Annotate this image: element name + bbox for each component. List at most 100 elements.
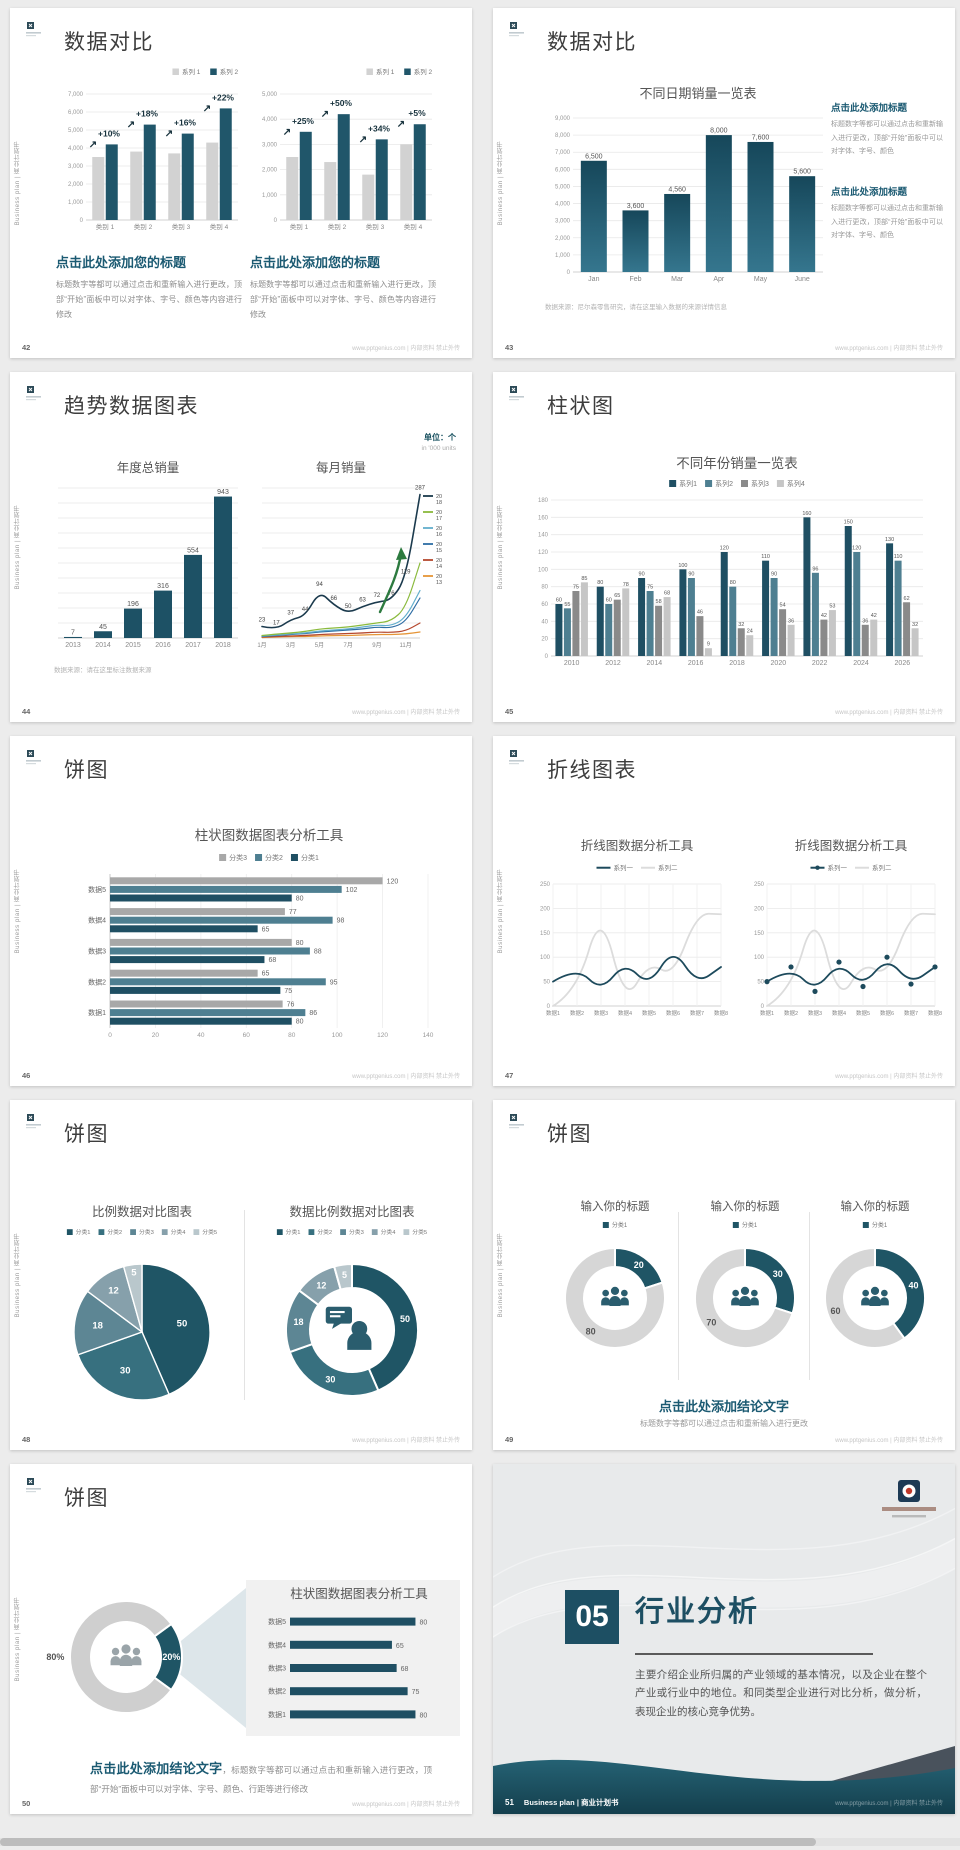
- scrollbar-thumb[interactable]: [0, 1838, 816, 1846]
- slide-49[interactable]: Business plan | 商业计划书 饼图 输入你的标题 分类1 20 80 输…: [493, 1100, 955, 1450]
- svg-text:32: 32: [738, 622, 744, 628]
- svg-text:75: 75: [647, 585, 653, 591]
- svg-text:数据6: 数据6: [880, 1009, 894, 1017]
- slide-title: 饼图: [64, 1123, 109, 1146]
- svg-text:110: 110: [894, 554, 903, 560]
- slide-46[interactable]: Business plan | 商业计划书 饼图 柱状图数据图表分析工具 分类3 分…: [10, 736, 472, 1086]
- svg-text:分类2: 分类2: [107, 1228, 122, 1236]
- svg-text:2,000: 2,000: [68, 182, 84, 188]
- svg-text:100: 100: [332, 1032, 343, 1039]
- svg-text:7,600: 7,600: [752, 134, 770, 141]
- svg-text:94: 94: [316, 582, 323, 588]
- slide-side-label: Business plan | 商业计划书: [498, 140, 504, 226]
- svg-text:5,000: 5,000: [555, 184, 571, 190]
- svg-text:类别 2: 类别 2: [134, 222, 153, 231]
- svg-text:18: 18: [92, 1320, 103, 1331]
- conclusion-body: 标题数字等都可以通过点击和重新输入进行更改: [640, 1419, 808, 1428]
- svg-text:60: 60: [831, 1306, 841, 1316]
- svg-text:5月: 5月: [315, 642, 324, 649]
- slide-42[interactable]: Business plan | 商业计划书 数据对比 系列 1 系列 2 0 1,00…: [10, 8, 472, 358]
- slide-48[interactable]: Business plan | 商业计划书 饼图 比例数据对比图表 分类1 分类2 分…: [10, 1100, 472, 1450]
- svg-text:119: 119: [401, 570, 411, 576]
- svg-text:120: 120: [387, 878, 399, 885]
- svg-text:数据8: 数据8: [714, 1009, 728, 1017]
- svg-text:40: 40: [909, 1280, 919, 1290]
- chart-panel: 柱状图数据图表分析工具 数据5 80 数据4 65 数据3 68 数据2 75 数据1 80: [246, 1580, 460, 1736]
- svg-text:37: 37: [287, 611, 294, 617]
- svg-text:32: 32: [912, 622, 918, 628]
- svg-text:系列一: 系列一: [828, 863, 848, 872]
- slide-51[interactable]: 05 行业分析 主要介绍企业所归属的产业领域的基本情况，以及企业在整个产业或行业…: [493, 1464, 955, 1814]
- svg-text:数据2: 数据2: [784, 1009, 798, 1017]
- svg-text:2020: 2020: [771, 660, 787, 667]
- svg-text:160: 160: [802, 511, 811, 517]
- svg-text:0: 0: [547, 1004, 551, 1010]
- slide-44[interactable]: Business plan | 商业计划书 趋势数据图表 单位：个 in '000…: [10, 372, 472, 722]
- svg-text:分类2: 分类2: [317, 1228, 332, 1236]
- conclusion-paragraph: 点击此处添加结论文字，标题数字等都可以通过点击和重新输入进行更改，顶部“开始”面…: [90, 1756, 432, 1798]
- svg-text:数据5: 数据5: [642, 1009, 656, 1017]
- slide-45[interactable]: Business plan | 商业计划书 柱状图 不同年份销量一览表 系列1 系列…: [493, 372, 955, 722]
- svg-text:60: 60: [541, 602, 548, 608]
- svg-text:98: 98: [337, 918, 345, 925]
- svg-text:2026: 2026: [895, 660, 911, 667]
- svg-text:分类1: 分类1: [301, 853, 319, 862]
- svg-text:3,600: 3,600: [627, 203, 645, 210]
- section-body: 主要介绍企业所归属的产业领域的基本情况，以及企业在整个产业或行业中的地位。和同类…: [635, 1669, 927, 1718]
- background-swoosh-decoration: [493, 1507, 955, 1639]
- watermark: www.pptgenius.com | 内部资料 禁止外传: [835, 1438, 943, 1444]
- svg-text:数据5: 数据5: [856, 1009, 870, 1017]
- horizontal-scrollbar[interactable]: [0, 1838, 960, 1846]
- svg-text:7,000: 7,000: [68, 92, 84, 98]
- svg-text:分类5: 分类5: [412, 1228, 427, 1236]
- svg-text:↗: ↗: [127, 120, 135, 131]
- svg-text:36: 36: [788, 618, 794, 624]
- watermark: www.pptgenius.com | 内部资料 禁止外传: [352, 710, 460, 716]
- svg-text:↗: ↗: [165, 129, 173, 140]
- svg-text:分类1: 分类1: [612, 1221, 628, 1229]
- svg-text:数据1: 数据1: [760, 1009, 774, 1017]
- svg-text:90: 90: [688, 572, 694, 578]
- svg-text:90: 90: [639, 572, 645, 578]
- svg-text:75: 75: [284, 988, 292, 995]
- slide-title: 数据对比: [547, 31, 637, 54]
- svg-text:44: 44: [302, 607, 309, 613]
- slide-47[interactable]: Business plan | 商业计划书 折线图表 折线图数据分析工具 系列一 系…: [493, 736, 955, 1086]
- svg-text:80: 80: [541, 585, 548, 591]
- svg-text:6,000: 6,000: [555, 167, 571, 173]
- slide-side-label: Business plan | 商业计划书: [15, 1232, 21, 1318]
- slide-50[interactable]: Business plan | 商业计划书 饼图 20% 80% 柱状图数据图表分…: [10, 1464, 472, 1814]
- svg-text:Feb: Feb: [629, 276, 641, 283]
- svg-text:250: 250: [540, 882, 551, 888]
- svg-text:200: 200: [540, 906, 551, 912]
- svg-text:不同年份销量一览表: 不同年份销量一览表: [676, 456, 798, 471]
- svg-text:数据4: 数据4: [88, 916, 106, 925]
- svg-text:↗: ↗: [359, 134, 367, 145]
- svg-text:150: 150: [540, 931, 551, 937]
- svg-text:数据2: 数据2: [268, 1687, 286, 1696]
- svg-text:类别 1: 类别 1: [96, 222, 115, 231]
- slide-side-label: Business plan | 商业计划书: [15, 1596, 21, 1682]
- slide-43[interactable]: Business plan | 商业计划书 数据对比 不同日期销量一览表 0 1,0…: [493, 8, 955, 358]
- svg-text:554: 554: [187, 547, 199, 554]
- svg-text:2,000: 2,000: [555, 236, 571, 242]
- svg-text:数据4: 数据4: [618, 1009, 632, 1017]
- svg-text:200: 200: [754, 906, 765, 912]
- svg-text:120: 120: [538, 550, 549, 556]
- slide-side-label: Business plan | 商业计划书: [498, 504, 504, 590]
- svg-text:分类1: 分类1: [872, 1221, 888, 1229]
- svg-text:8,000: 8,000: [710, 128, 728, 135]
- donut-chart: 20% 80%: [46, 1600, 183, 1714]
- data-source-note: 数据来源：尼尔森零售研究，请在这里输入数据的来源详情信息: [545, 304, 727, 311]
- svg-text:75: 75: [573, 585, 579, 591]
- svg-text:5,600: 5,600: [793, 169, 811, 176]
- svg-text:数据2: 数据2: [570, 1009, 584, 1017]
- svg-text:数据4: 数据4: [832, 1009, 846, 1017]
- svg-text:分类5: 分类5: [202, 1228, 217, 1236]
- svg-text:8,000: 8,000: [555, 133, 571, 139]
